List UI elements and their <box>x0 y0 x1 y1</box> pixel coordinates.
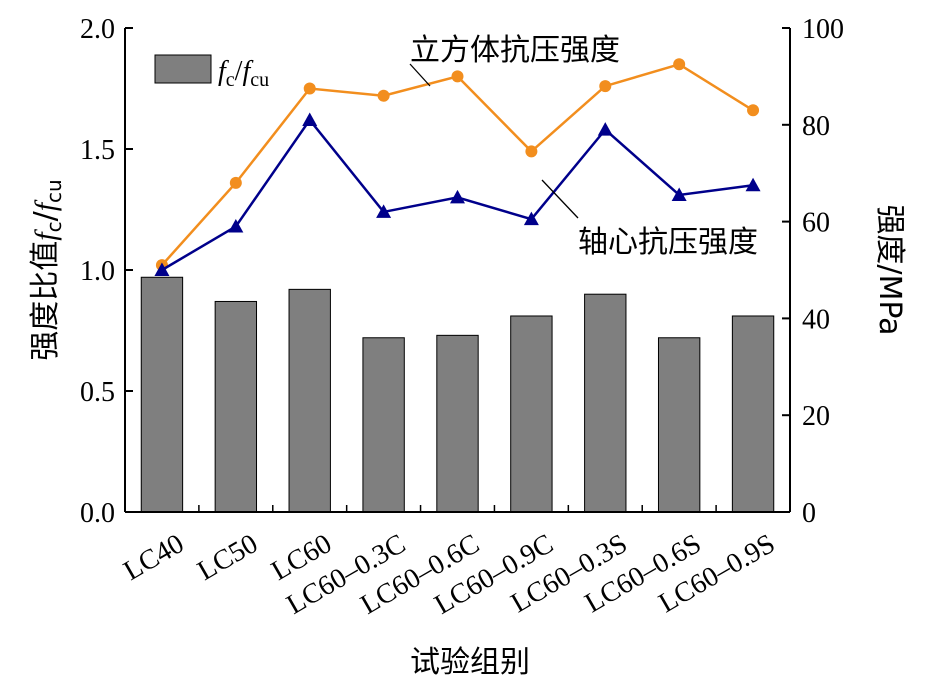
annotation-axial-strength: 轴心抗压强度 <box>578 225 758 260</box>
bar-LC60–0.3C <box>362 337 405 513</box>
series-0-point-8 <box>747 104 760 117</box>
annotation-leader-axial <box>541 179 579 219</box>
legend-label-bars: fc/fcu <box>218 56 269 91</box>
series-0-point-5 <box>525 145 538 158</box>
series-1-point-0 <box>154 262 170 276</box>
series-0-point-4 <box>451 70 464 83</box>
series-1-point-7 <box>671 187 687 201</box>
bar-LC60–0.9S <box>731 315 775 513</box>
left-tick-label: 1.0 <box>80 256 115 287</box>
right-tick-label: 20 <box>802 401 830 432</box>
series-0-point-7 <box>673 58 686 71</box>
left-tick-label: 0.0 <box>80 498 115 529</box>
series-1-point-3 <box>376 204 392 218</box>
legend-swatch-bars <box>154 54 212 84</box>
series-1-point-6 <box>597 122 613 136</box>
series-1-point-2 <box>302 112 318 126</box>
bar-LC60–0.3S <box>584 293 627 513</box>
x-axis-title: 试验组别 <box>410 645 530 680</box>
category-label: LC50 <box>192 528 263 587</box>
annotation-cube-strength: 立方体抗压强度 <box>410 33 620 68</box>
right-tick-label: 0 <box>802 498 816 529</box>
left-axis-title-s2: cu <box>42 179 66 203</box>
left-tick-label: 1.5 <box>80 135 115 166</box>
left-axis-title-s1: c <box>42 221 66 232</box>
legend: fc/fcu <box>154 54 269 91</box>
series-0-point-2 <box>303 82 316 95</box>
series-0-point-1 <box>229 176 242 189</box>
series-1-point-4 <box>450 189 465 204</box>
right-tick-label: 60 <box>802 208 830 239</box>
lines-layer <box>154 58 761 276</box>
ticks-layer: 0.0 0.5 1.0 1.5 2.0 0 20 40 60 80 100 <box>80 14 844 529</box>
right-tick-label: 80 <box>802 111 830 142</box>
bar-LC60–0.6C <box>436 334 479 513</box>
left-tick-label: 2.0 <box>80 14 115 45</box>
bar-LC50 <box>214 300 258 513</box>
series-1-point-1 <box>228 218 244 233</box>
series-1-point-8 <box>745 177 761 192</box>
bars-layer <box>140 276 775 513</box>
bar-LC40 <box>140 276 184 513</box>
left-axis-title-slash: / <box>28 210 63 221</box>
left-tick-label: 0.5 <box>80 377 115 408</box>
left-axis-title: 强度比值fc/fcu <box>28 179 66 360</box>
series-0-point-3 <box>377 89 390 102</box>
left-axis-title-text: 强度比值 <box>28 241 63 361</box>
right-tick-label: 100 <box>802 14 844 45</box>
bar-LC60 <box>288 288 331 513</box>
right-axis-title: 强度/MPa <box>872 204 907 335</box>
series-1-point-5 <box>523 211 539 226</box>
series-0-point-6 <box>599 80 612 93</box>
category-label: LC40 <box>119 528 190 587</box>
annotation-leader-cube <box>409 63 431 87</box>
bar-LC60–0.6S <box>657 337 701 513</box>
category-labels: LC40 LC50 LC60LC60–0.3CLC60–0.6CLC60–0.9CL… <box>119 528 781 621</box>
right-tick-label: 40 <box>802 304 830 335</box>
bar-LC60–0.9C <box>510 315 553 513</box>
